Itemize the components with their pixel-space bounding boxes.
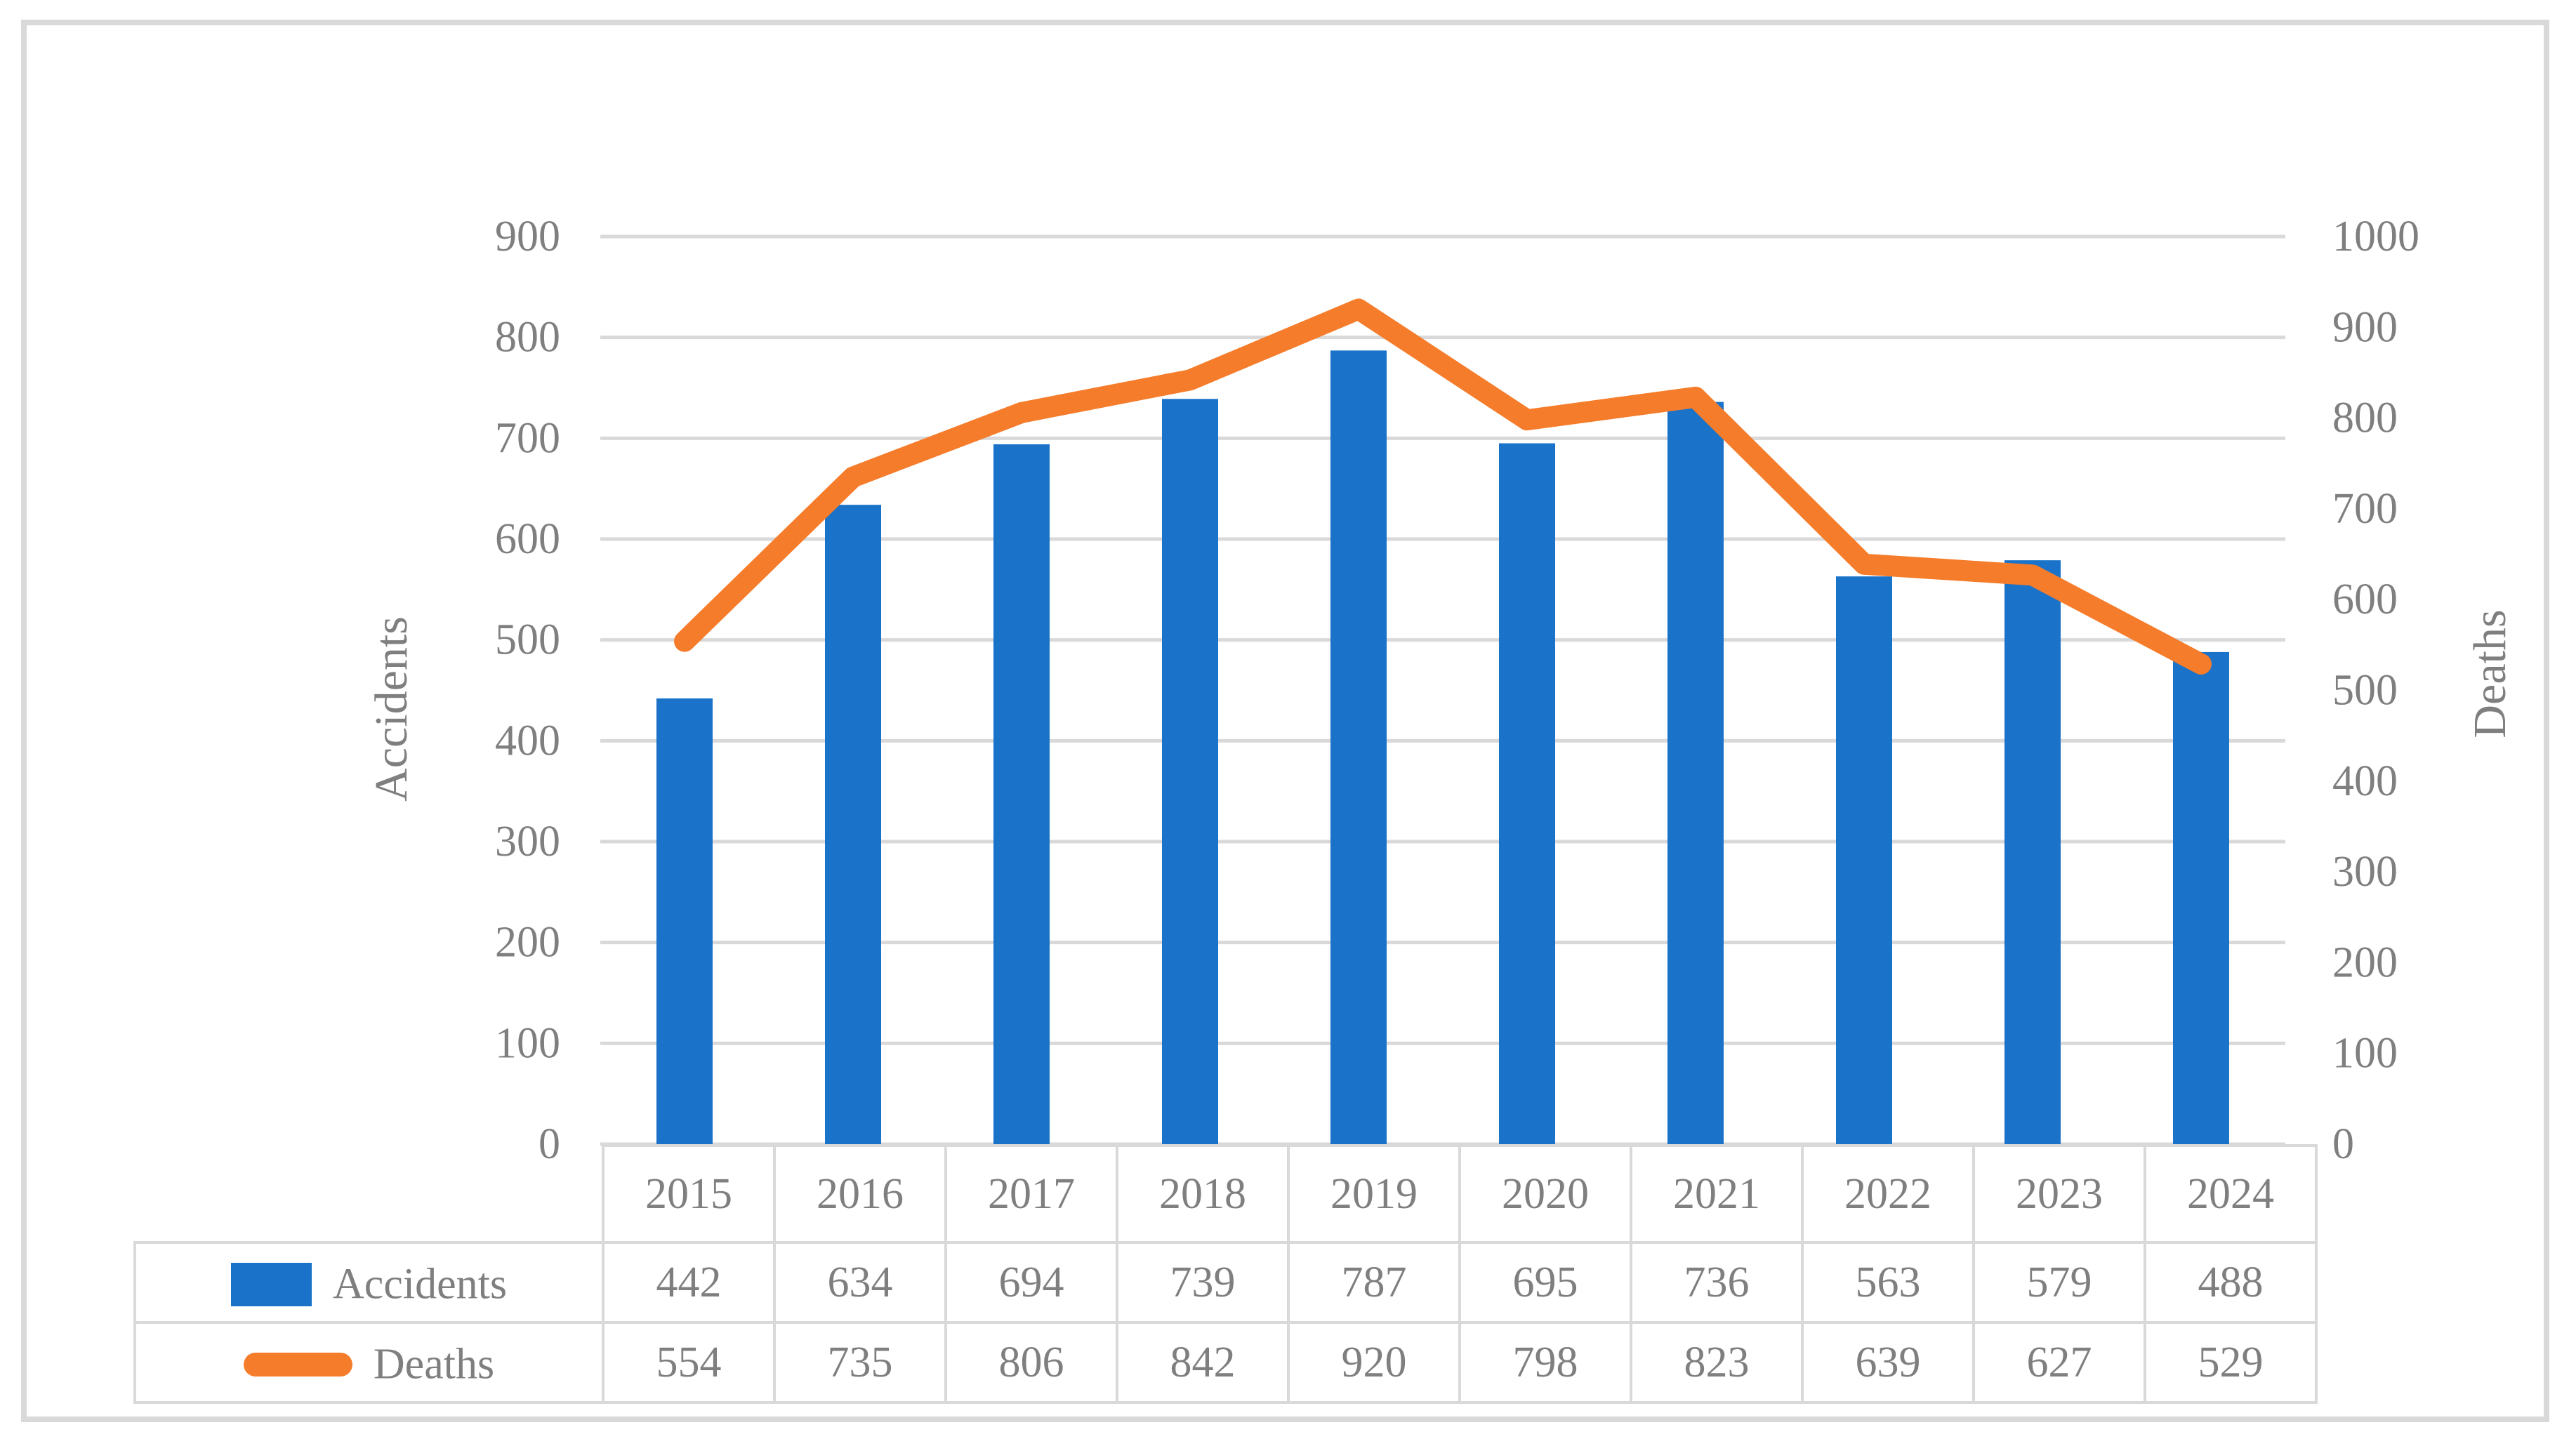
accidents-legend-swatch [231,1262,312,1306]
deaths-value-cell: 798 [1458,1321,1632,1404]
year-header-cell: 2018 [1116,1144,1290,1244]
bar-accidents-2021 [1667,402,1724,1145]
right-axis-tick-label: 200 [2332,938,2398,986]
year-header-cell: 2023 [1972,1144,2146,1244]
bar-accidents-2015 [656,698,713,1144]
bar-accidents-2016 [825,505,881,1144]
left-axis-tick-label: 700 [495,414,560,462]
year-header-cell: 2022 [1801,1144,1975,1244]
left-axis-title: Accidents [366,616,417,802]
right-axis-tick-label: 0 [2332,1120,2354,1168]
legend-cell-accidents: Accidents [133,1241,605,1324]
right-axis-tick-label: 300 [2332,848,2398,896]
accidents-value-cell: 736 [1630,1241,1804,1324]
data-table: 2015 2016 2017 2018 2019 2020 2021 2022 2023 2024… [133,1144,2318,1404]
accidents-value-cell: 563 [1801,1241,1975,1324]
year-header-cell: 2016 [773,1144,947,1244]
left-axis-tick-label: 600 [495,515,560,563]
accidents-value-cell: 694 [944,1241,1118,1324]
accidents-value-cell: 634 [773,1241,947,1324]
deaths-value-cell: 842 [1116,1321,1290,1404]
legend-label-deaths: Deaths [373,1340,495,1388]
left-axis-tick-label: 0 [539,1120,560,1168]
left-axis-tick-label: 300 [495,818,560,865]
deaths-value-cell: 554 [602,1321,776,1404]
table-corner-cell [135,1146,603,1242]
year-header-cell: 2019 [1287,1144,1461,1244]
deaths-value-cell: 806 [944,1321,1118,1404]
accidents-value-cell: 488 [2144,1241,2318,1324]
deaths-value-cell: 627 [1972,1321,2146,1404]
right-axis-tick-label: 800 [2332,394,2398,442]
legend-cell-deaths: Deaths [133,1321,605,1404]
right-axis-tick-label: 900 [2332,303,2398,351]
bar-accidents-2019 [1330,350,1387,1145]
deaths-value-cell: 639 [1801,1321,1975,1404]
left-axis-tick-label: 400 [495,717,560,764]
right-axis-tick-label: 1000 [2332,213,2419,260]
accidents-value-cell: 579 [1972,1241,2146,1324]
right-axis-tick-label: 600 [2332,576,2398,623]
right-axis-tick-label: 500 [2332,667,2398,715]
deaths-value-cell: 529 [2144,1321,2318,1404]
left-axis-tick-label: 200 [495,919,560,967]
left-axis-tick-label: 800 [495,314,560,362]
bar-accidents-2023 [2004,560,2061,1144]
line-deaths [674,298,2212,675]
year-header-cell: 2024 [2144,1144,2318,1244]
figure-border [21,20,2549,1422]
accidents-value-cell: 739 [1116,1241,1290,1324]
left-axis-tick-label: 500 [495,616,560,664]
deaths-legend-swatch [243,1352,352,1377]
accidents-value-cell: 695 [1458,1241,1632,1324]
bar-accidents-2018 [1162,399,1218,1144]
right-axis-title: Deaths [2464,609,2516,738]
deaths-value-cell: 920 [1287,1321,1461,1404]
accidents-value-cell: 787 [1287,1241,1461,1324]
right-axis-tick-label: 400 [2332,757,2398,805]
left-axis-tick-label: 900 [495,213,560,260]
left-axis-tick-label: 100 [495,1019,560,1067]
bar-accidents-2022 [1836,576,1892,1144]
bar-accidents-2024 [2173,651,2229,1144]
deaths-value-cell: 823 [1630,1321,1804,1404]
right-axis-tick-label: 700 [2332,485,2398,533]
year-header-cell: 2020 [1458,1144,1632,1244]
accidents-value-cell: 442 [602,1241,776,1324]
year-header-cell: 2015 [602,1144,776,1244]
right-axis-tick-label: 100 [2332,1030,2398,1077]
year-header-cell: 2017 [944,1144,1118,1244]
legend-label-accidents: Accidents [333,1260,507,1308]
bar-accidents-2020 [1499,443,1555,1144]
bar-accidents-2017 [993,444,1050,1144]
deaths-value-cell: 735 [773,1321,947,1404]
year-header-cell: 2021 [1630,1144,1804,1244]
